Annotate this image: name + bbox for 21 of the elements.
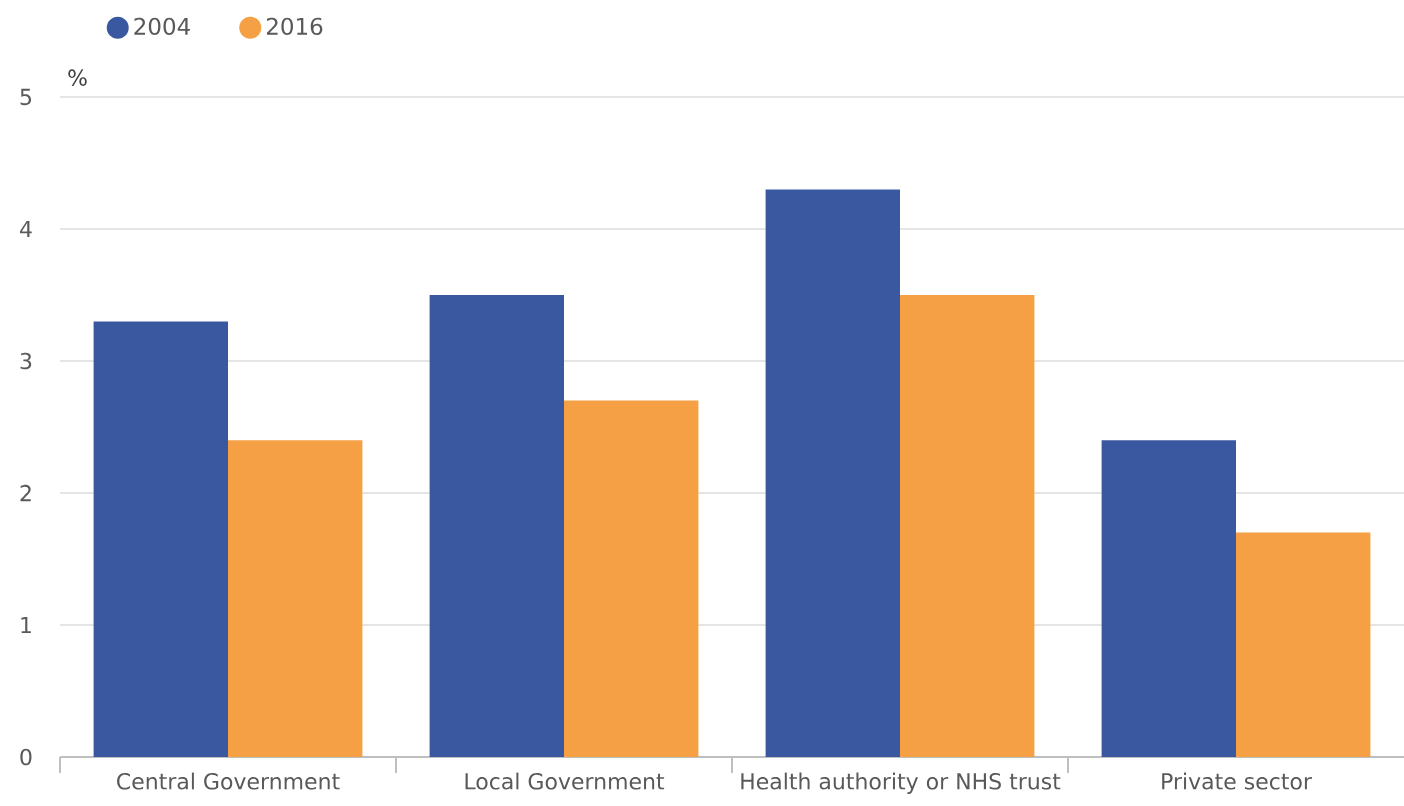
bar (429, 294, 564, 757)
y-tick-label: 1 (21, 616, 31, 634)
y-tick-label: 4 (20, 220, 32, 238)
y-tick-label: 3 (20, 352, 32, 370)
legend-label: 2016 (266, 17, 323, 36)
y-axis-title: % (68, 69, 87, 86)
bar (1236, 532, 1371, 757)
bar (765, 189, 901, 757)
y-tick-label: 0 (20, 748, 32, 766)
x-tick-label: Local Government (465, 772, 665, 790)
bar (900, 294, 1035, 757)
bar (93, 321, 228, 757)
y-tick-label: 5 (20, 88, 32, 106)
x-tick-label: Health authority or NHS trust (741, 772, 1061, 794)
x-tick-label: Private sector (1162, 772, 1312, 790)
legend-label: 2004 (134, 17, 190, 36)
bar (564, 400, 699, 757)
bar (228, 440, 363, 757)
bar (1101, 440, 1236, 757)
x-tick-label: Central Government (117, 772, 340, 790)
y-tick-label: 2 (20, 484, 31, 502)
